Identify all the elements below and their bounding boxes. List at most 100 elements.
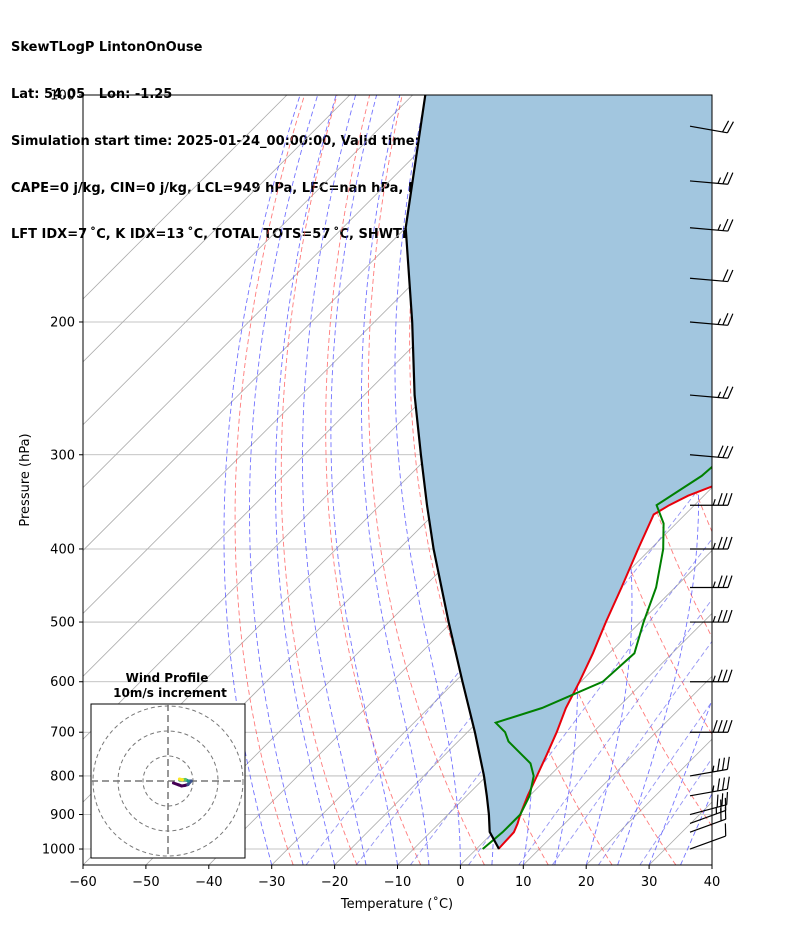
profile-series	[404, 95, 712, 850]
y-tick-label: 900	[50, 808, 75, 823]
wind-barb-flag	[726, 776, 730, 790]
y-tick-label: 100	[50, 89, 75, 104]
dry-adiabat	[367, 95, 485, 865]
wind-barb-flag	[726, 121, 734, 134]
wind-barb-staff	[689, 788, 728, 797]
moist-adiabat	[330, 95, 398, 865]
y-tick-label: 200	[50, 315, 75, 330]
isotherm-line	[523, 675, 712, 865]
moist-adiabat	[302, 95, 367, 865]
isotherm-line	[711, 864, 712, 865]
moist-adiabat	[680, 792, 712, 865]
wind-barb-flag	[717, 758, 721, 772]
wind-barb-flag	[727, 219, 734, 232]
x-tick-label: −40	[195, 875, 222, 890]
wind-barb-staff	[689, 277, 728, 283]
wind-barb-staff	[689, 125, 728, 134]
dewpoint-line	[482, 465, 712, 850]
wind-barb-flag	[722, 609, 728, 623]
x-tick-label: 20	[578, 875, 595, 890]
wind-barbs	[689, 120, 734, 850]
wind-barb-flag	[727, 313, 734, 326]
dry-adiabat	[761, 95, 794, 865]
wind-barb-flag	[727, 386, 734, 399]
x-tick-label: −30	[258, 875, 285, 890]
moist-adiabat	[275, 95, 337, 865]
wind-barb-flag	[717, 493, 723, 506]
wind-barb-flag	[726, 792, 729, 805]
dry-adiabat	[280, 95, 358, 865]
wind-profile-subtitle: 10m/s increment	[113, 686, 227, 700]
wind-barb-half	[712, 581, 716, 588]
wind-barb-flag	[722, 218, 729, 231]
wind-barb-staff	[689, 394, 728, 399]
y-tick-label: 800	[50, 769, 75, 784]
wind-barb-flag	[722, 171, 729, 185]
mixing-ratio-line	[639, 757, 712, 865]
moist-adiabat	[249, 95, 319, 865]
y-axis-label: Pressure (hPa)	[18, 433, 33, 526]
dry-adiabat	[325, 95, 422, 865]
wind-barb-half	[712, 785, 715, 792]
wind-barb-flag	[717, 778, 721, 792]
temperature-line	[497, 485, 712, 850]
wind-barb-flag	[722, 575, 728, 588]
wind-barb-flag	[721, 777, 726, 791]
location-line: Lat: 54.05 Lon: -1.25	[11, 86, 173, 102]
x-tick-label: 40	[704, 875, 721, 890]
wind-barb-half	[717, 177, 722, 184]
hodograph-segment	[177, 777, 184, 782]
chart-title: SkewTLogP LintonOnOuse	[11, 40, 203, 56]
wind-barb-staff	[689, 227, 728, 232]
wind-barb-staff	[689, 180, 728, 185]
moist-adiabat	[617, 95, 699, 865]
wind-barb-flag	[727, 669, 733, 682]
wind-barb-flag	[727, 609, 733, 623]
wind-barb-flag	[717, 609, 723, 623]
wind-barb-half	[717, 318, 722, 325]
wind-barb-half	[717, 224, 722, 231]
isotherm-line	[83, 95, 351, 363]
isotherm-line	[334, 487, 712, 865]
wind-barb-flag	[722, 313, 729, 326]
isotherm-line	[83, 95, 288, 300]
dry-adiabat	[234, 95, 305, 865]
wind-barb-half	[712, 615, 716, 623]
y-axis-ticks: 100 200 300 400 500 600 700 800 900 1000	[42, 89, 83, 858]
wind-barb-flag	[726, 756, 730, 770]
wind-barb-flag	[717, 445, 724, 458]
wind-barb-half	[712, 542, 716, 550]
wind-barb-flag	[727, 493, 733, 506]
x-tick-label: −20	[321, 875, 348, 890]
wind-barb-flag	[717, 720, 723, 733]
moist-adiabat	[648, 698, 712, 865]
wind-barb-flag	[717, 669, 723, 682]
cape-fill-area	[405, 95, 712, 849]
wind-barb-staff	[689, 818, 726, 833]
x-axis-label: Temperature (˚C)	[340, 896, 453, 912]
wind-profile-inset: Wind Profile 10m/s increment	[90, 671, 246, 859]
mixing-ratio-line	[518, 598, 712, 865]
y-tick-label: 1000	[42, 843, 75, 858]
wind-barb-flag	[727, 536, 733, 550]
isotherm-line	[83, 95, 413, 426]
wind-barb-flag	[727, 172, 734, 185]
wind-barb-half	[717, 391, 722, 398]
moist-adiabat	[711, 863, 712, 865]
wind-profile-title: Wind Profile	[126, 671, 209, 685]
mixing-ratio-line	[551, 640, 712, 865]
wind-barb-half	[712, 499, 716, 506]
wind-barb-flag	[717, 575, 723, 588]
moist-adiabat	[361, 95, 430, 865]
wind-barb-flag	[727, 269, 734, 282]
wind-barb-flag	[721, 757, 726, 771]
dry-adiabat	[728, 95, 794, 865]
isotherm-line	[460, 612, 712, 865]
parcel-line	[404, 95, 500, 850]
x-tick-label: −10	[384, 875, 411, 890]
moist-adiabat	[223, 95, 301, 865]
y-tick-label: 600	[50, 675, 75, 690]
wind-barb-staff	[689, 321, 728, 326]
wind-barb-flag	[727, 575, 733, 588]
x-tick-label: 30	[641, 875, 658, 890]
